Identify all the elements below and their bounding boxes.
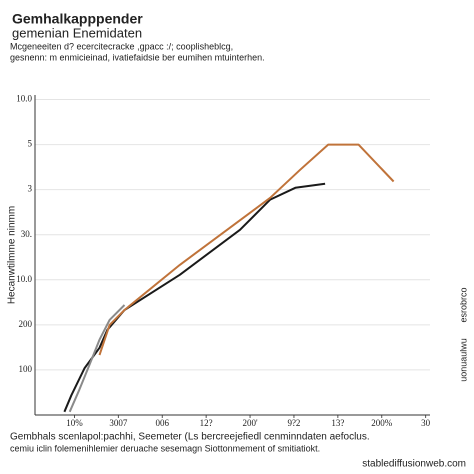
series-line xyxy=(68,304,126,413)
y-tick-label: 10.0 xyxy=(16,274,32,284)
x-tick-label: 12? xyxy=(200,418,213,428)
series-line xyxy=(98,143,395,356)
chart-title: Gemhalkapppender xyxy=(12,11,143,27)
x-tick-label: 9?2 xyxy=(287,418,300,428)
y-tick-label: 3 xyxy=(28,184,33,194)
y-tick-label: 5 xyxy=(28,139,33,149)
right-label: uonuaulwu xyxy=(458,338,468,382)
x-tick-label: 006 xyxy=(156,418,170,428)
y-tick-label: 100 xyxy=(19,364,33,374)
y-axis-label: Hecanwtilmme ninmm xyxy=(7,206,18,304)
x-tick-label: 30 xyxy=(421,418,431,428)
x-tick-label: 200% xyxy=(371,418,393,428)
x-tick-label: 3007 xyxy=(109,418,128,428)
subtitle: Mcgeneeiten d? ecercitecracke ,gpacc :/;… xyxy=(10,41,233,51)
chart-title: gemenian Enemidaten xyxy=(12,25,142,40)
x-tick-label: 13? xyxy=(331,418,344,428)
right-label: esrobrco xyxy=(458,287,468,322)
y-tick-label: 200 xyxy=(19,319,33,329)
watermark: stablediffusionweb.com xyxy=(362,459,466,470)
subtitle: gesnenn: m enmicieinad, ivatiefaidsie be… xyxy=(10,52,265,62)
x-tick-label: 10% xyxy=(66,418,83,428)
y-tick-label: 30. xyxy=(21,229,32,239)
y-tick-label: 10.0 xyxy=(16,94,32,104)
footer: Gembhals scenlapol:pachhi, Seemeter (Ls … xyxy=(10,432,370,443)
x-tick-label: 200' xyxy=(242,418,258,428)
footer: cemiu iclin folemenihlemier deruache ses… xyxy=(10,443,320,453)
